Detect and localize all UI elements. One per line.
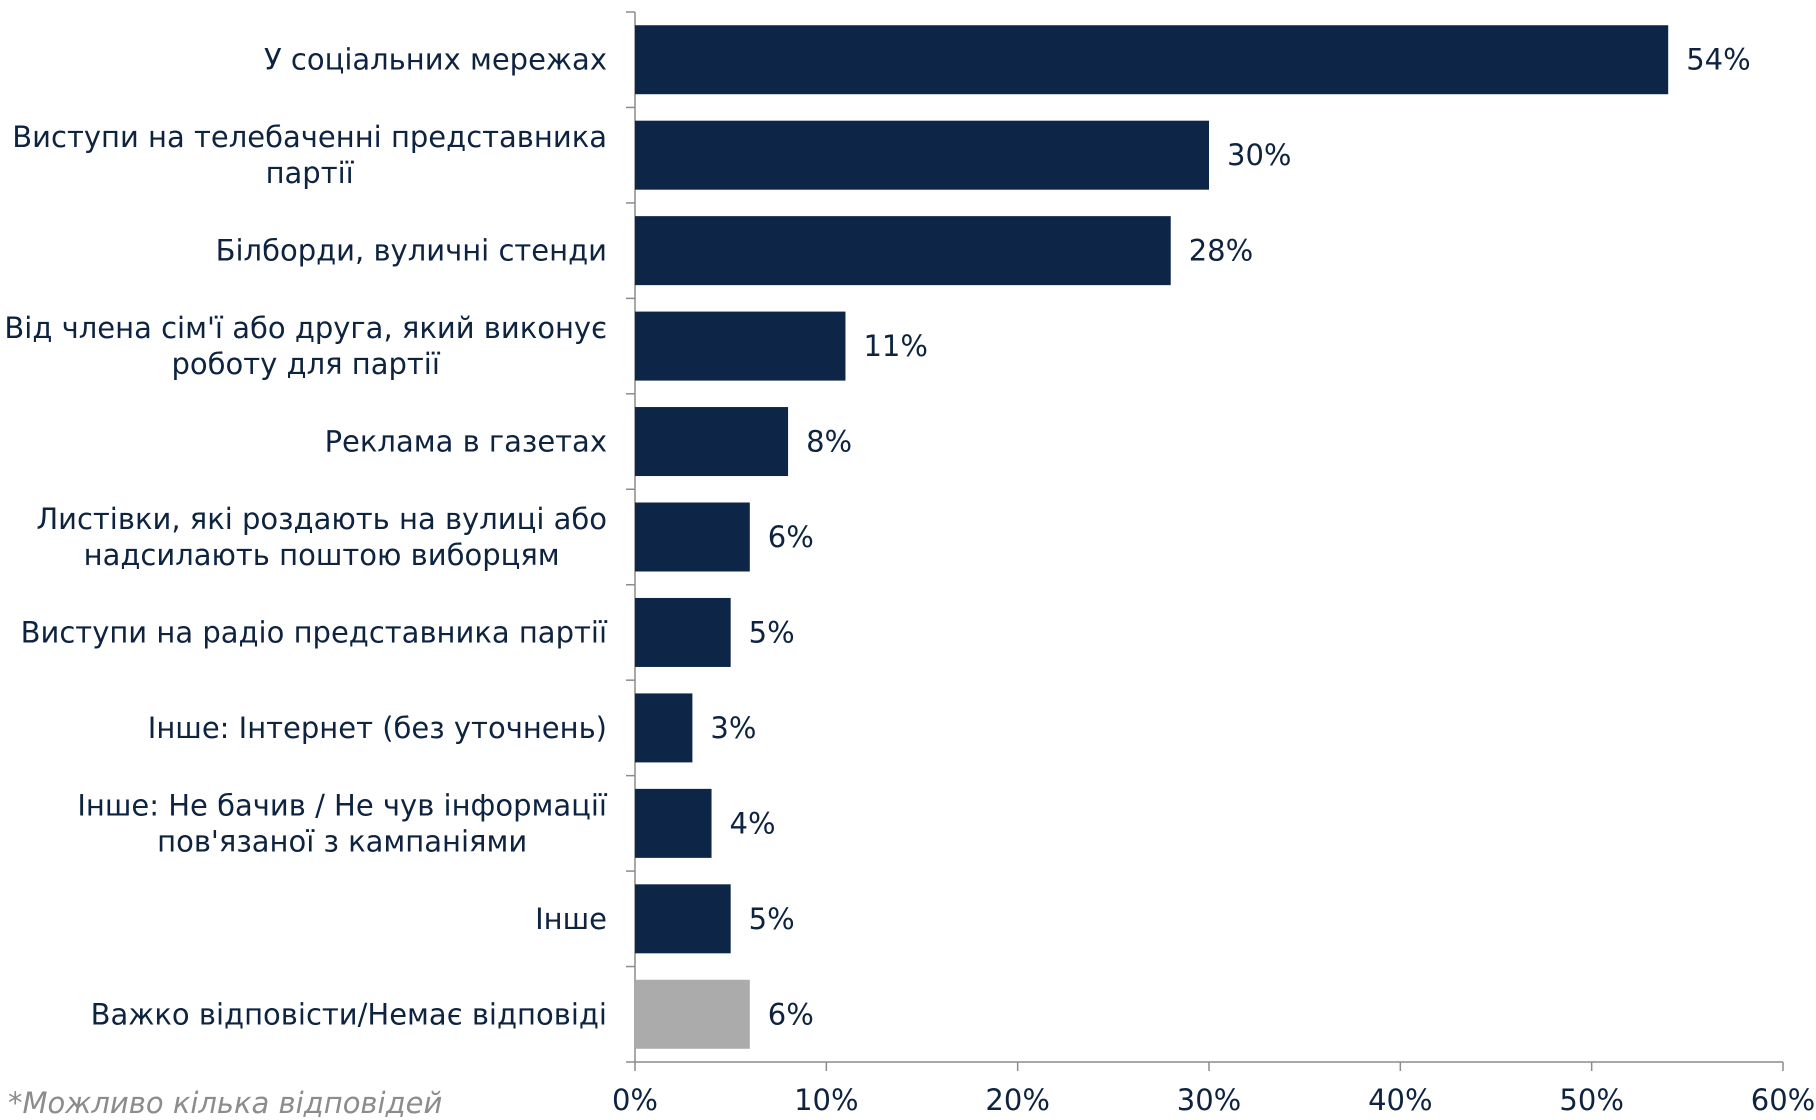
category-label: Виступи на радіо представника партії: [21, 615, 608, 649]
category-label-line: Інше: [535, 902, 607, 936]
category-label-line: роботу для партії: [171, 347, 440, 381]
data-label: 6%: [768, 997, 814, 1031]
x-tick-label: 40%: [1368, 1083, 1432, 1117]
bar: [635, 120, 1209, 190]
data-label: 8%: [806, 425, 852, 459]
x-tick-label: 20%: [985, 1083, 1049, 1117]
bar: [635, 884, 731, 954]
category-label-line: Листівки, які роздають на вулиці або: [36, 502, 607, 536]
bar: [635, 407, 789, 477]
bar: [635, 979, 750, 1049]
category-label-line: Білборди, вуличні стенди: [216, 234, 607, 268]
category-label: Виступи на телебаченні представника парті…: [12, 120, 607, 190]
bar: [635, 693, 693, 763]
category-label-line: партії: [266, 156, 355, 190]
data-label: 4%: [730, 806, 776, 840]
bar: [635, 597, 731, 667]
category-label-line: пов'язаної з кампаніями: [157, 824, 527, 858]
bar: [635, 502, 750, 572]
data-label: 11%: [863, 329, 927, 363]
category-label-line: Інше: Не бачив / Не чув інформації: [77, 788, 608, 822]
data-label: 6%: [768, 520, 814, 554]
category-label: У соціальних мережах: [264, 43, 607, 77]
data-label: 5%: [749, 615, 795, 649]
category-label-line: Реклама в газетах: [325, 425, 607, 459]
category-label-line: Інше: Інтернет (без уточнень): [148, 711, 607, 745]
category-label-line: Від члена сім'ї або друга, який виконує: [4, 311, 607, 345]
x-tick-label: 0%: [612, 1083, 658, 1117]
category-label-line: Виступи на телебаченні представника: [12, 120, 607, 154]
data-label: 30%: [1227, 138, 1291, 172]
bar: [635, 25, 1669, 95]
category-label-line: У соціальних мережах: [264, 43, 607, 77]
data-label: 5%: [749, 902, 795, 936]
category-label: Листівки, які роздають на вулиці або надс…: [36, 502, 607, 572]
category-label-line: Виступи на радіо представника партії: [21, 615, 608, 649]
category-label: Важко відповісти/Немає відповіді: [91, 997, 607, 1031]
x-tick-label: 60%: [1751, 1083, 1815, 1117]
x-tick-label: 50%: [1559, 1083, 1623, 1117]
data-label: 28%: [1189, 234, 1253, 268]
data-label: 3%: [710, 711, 756, 745]
category-label-line: надсилають поштою виборцям: [84, 538, 560, 572]
category-label: Реклама в газетах: [325, 425, 607, 459]
data-label: 54%: [1686, 43, 1750, 77]
bar: [635, 216, 1171, 286]
x-tick-label: 30%: [1177, 1083, 1241, 1117]
category-label: Інше: [535, 902, 607, 936]
bar: [635, 788, 712, 858]
category-label: Інше: Не бачив / Не чув інформації пов'яз…: [77, 788, 608, 858]
category-label: Білборди, вуличні стенди: [216, 234, 607, 268]
category-label-line: Важко відповісти/Немає відповіді: [91, 997, 607, 1031]
footnote: *Можливо кілька відповідей: [8, 1086, 443, 1120]
bar: [635, 311, 846, 381]
category-label: Від члена сім'ї або друга, який виконує р…: [4, 311, 607, 381]
category-label: Інше: Інтернет (без уточнень): [148, 711, 607, 745]
x-tick-label: 10%: [794, 1083, 858, 1117]
